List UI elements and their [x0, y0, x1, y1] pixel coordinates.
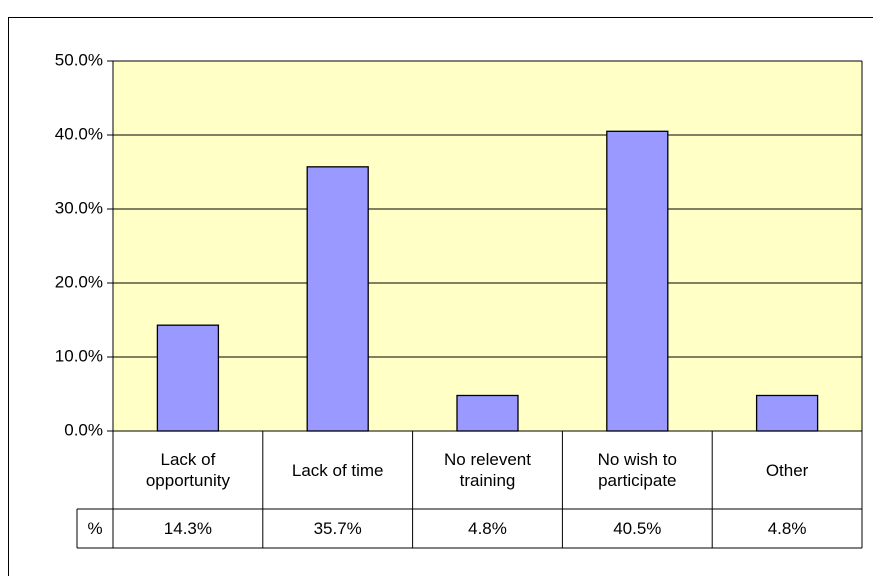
y-tick-label: 10.0%	[55, 346, 103, 365]
category-label: No wish to participate	[597, 450, 677, 490]
chart-border	[8, 17, 873, 576]
bar	[755, 394, 819, 432]
category-label: Lack of time	[291, 460, 384, 480]
y-tick-label: 30.0%	[55, 198, 103, 217]
y-tick-label: 50.0%	[55, 50, 103, 69]
bar	[456, 394, 519, 432]
category-label: Lack of opportunity	[145, 450, 230, 490]
value-label: 14.3%	[163, 519, 212, 538]
bar	[306, 166, 369, 432]
value-label: 40.5%	[613, 519, 662, 538]
value-label: 4.8%	[767, 519, 807, 538]
value-label: 35.7%	[313, 519, 362, 538]
y-tick-label: 0.0%	[64, 420, 103, 439]
legend-label: %	[87, 519, 103, 538]
bar	[156, 324, 220, 432]
plot-area	[113, 61, 862, 431]
bar	[606, 130, 669, 432]
category-label: Other	[765, 460, 809, 480]
value-label: 4.8%	[468, 519, 507, 538]
y-tick-label: 40.0%	[55, 124, 103, 143]
category-label: No relevent training	[444, 450, 531, 490]
y-tick-label: 20.0%	[55, 272, 103, 291]
